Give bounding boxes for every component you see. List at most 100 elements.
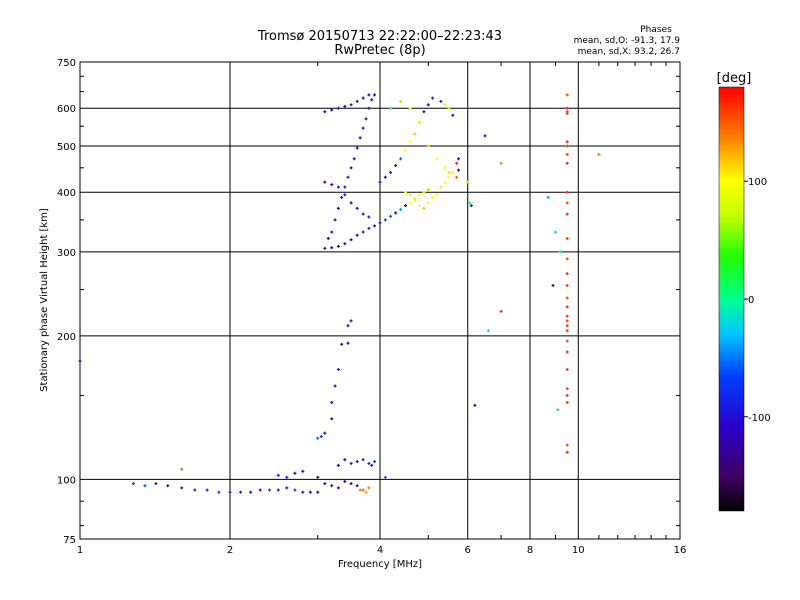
x-tick-label-6: 16 [674,545,687,556]
data-point [403,148,407,152]
plot-frame [79,61,681,540]
data-point [336,206,340,210]
data-point [336,486,340,490]
data-point [457,168,461,172]
data-point [349,201,353,205]
data-point [285,475,289,479]
data-point [413,198,417,202]
y-tick-label-1: 100 [57,475,76,486]
data-point [343,242,347,246]
colorbar-ticks: -100 0 100 [744,177,771,424]
data-point [378,221,382,225]
y-tick-label-5: 500 [57,142,76,153]
data-point [367,93,371,97]
data-point [217,490,221,494]
data-point [426,188,430,192]
data-point [267,488,271,492]
data-point [426,144,430,148]
data-point [361,488,365,492]
data-point [258,488,262,492]
data-point [343,458,347,462]
data-point [473,403,477,407]
data-point [451,170,455,174]
data-point [330,183,334,187]
data-point [364,117,368,121]
data-point [336,244,340,248]
data-point [330,484,334,488]
data-point [349,461,353,465]
data-point [373,460,377,464]
data-point [301,469,305,473]
x-ticks: 1 2 4 6 8 10 16 [77,62,687,556]
data-point [293,471,297,475]
data-point [426,201,430,205]
colorbar [718,86,745,512]
data-point [439,185,443,189]
data-point [389,106,393,110]
data-point [340,342,344,346]
chart-title: Tromsø 20150713 22:22:00–22:23:43 [257,29,502,44]
data-point [556,408,560,412]
data-point [193,488,197,492]
data-point [355,460,359,464]
stats-heading: Phases [640,25,672,35]
data-point [355,233,359,237]
data-point [343,193,347,197]
data-point [367,461,371,465]
data-point [154,482,158,486]
x-tick-label-0: 1 [77,545,83,556]
data-point [447,106,451,110]
data-point [439,99,443,103]
data-point [408,106,412,110]
data-point [355,146,359,150]
data-point [336,106,340,110]
data-point [383,175,387,179]
data-point [367,486,371,490]
data-point [565,387,569,391]
y-tick-label-3: 300 [57,248,76,259]
data-point [330,400,334,404]
data-point [370,463,374,467]
data-point [346,175,350,179]
data-point [455,161,459,165]
data-point [499,309,503,313]
data-point [565,212,569,216]
grid [80,62,680,539]
data-point [276,473,280,477]
data-point [319,435,323,439]
x-tick-label-4: 8 [527,545,533,556]
data-point [399,99,403,103]
x-tick-label-1: 2 [227,545,233,556]
data-point [370,98,374,102]
data-point [373,224,377,228]
data-point [466,180,470,184]
data-point [316,475,320,479]
data-point [565,272,569,276]
data-point [468,201,472,205]
colorbar-label: [deg] [717,71,752,86]
data-point [451,113,455,117]
data-point [355,206,359,210]
data-point [565,111,569,115]
data-point [358,136,362,140]
data-point [355,99,359,103]
data-point [408,140,412,144]
data-point [565,393,569,397]
data-point [565,296,569,300]
chart-subtitle: RwPretec (8p) [334,43,425,58]
data-point [565,140,569,144]
data-point [336,367,340,371]
data-point [417,121,421,125]
data-point [443,180,447,184]
data-point [330,246,334,250]
data-point [180,486,184,490]
data-point [228,490,232,494]
data-point [565,339,569,343]
data-point [361,212,365,216]
data-point [435,157,439,161]
data-point [565,443,569,447]
data-point [455,175,459,179]
data-point [383,475,387,479]
x-tick-label-2: 4 [377,545,383,556]
